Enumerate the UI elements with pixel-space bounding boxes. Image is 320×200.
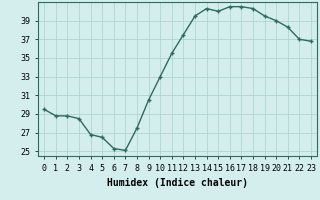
X-axis label: Humidex (Indice chaleur): Humidex (Indice chaleur)	[107, 178, 248, 188]
